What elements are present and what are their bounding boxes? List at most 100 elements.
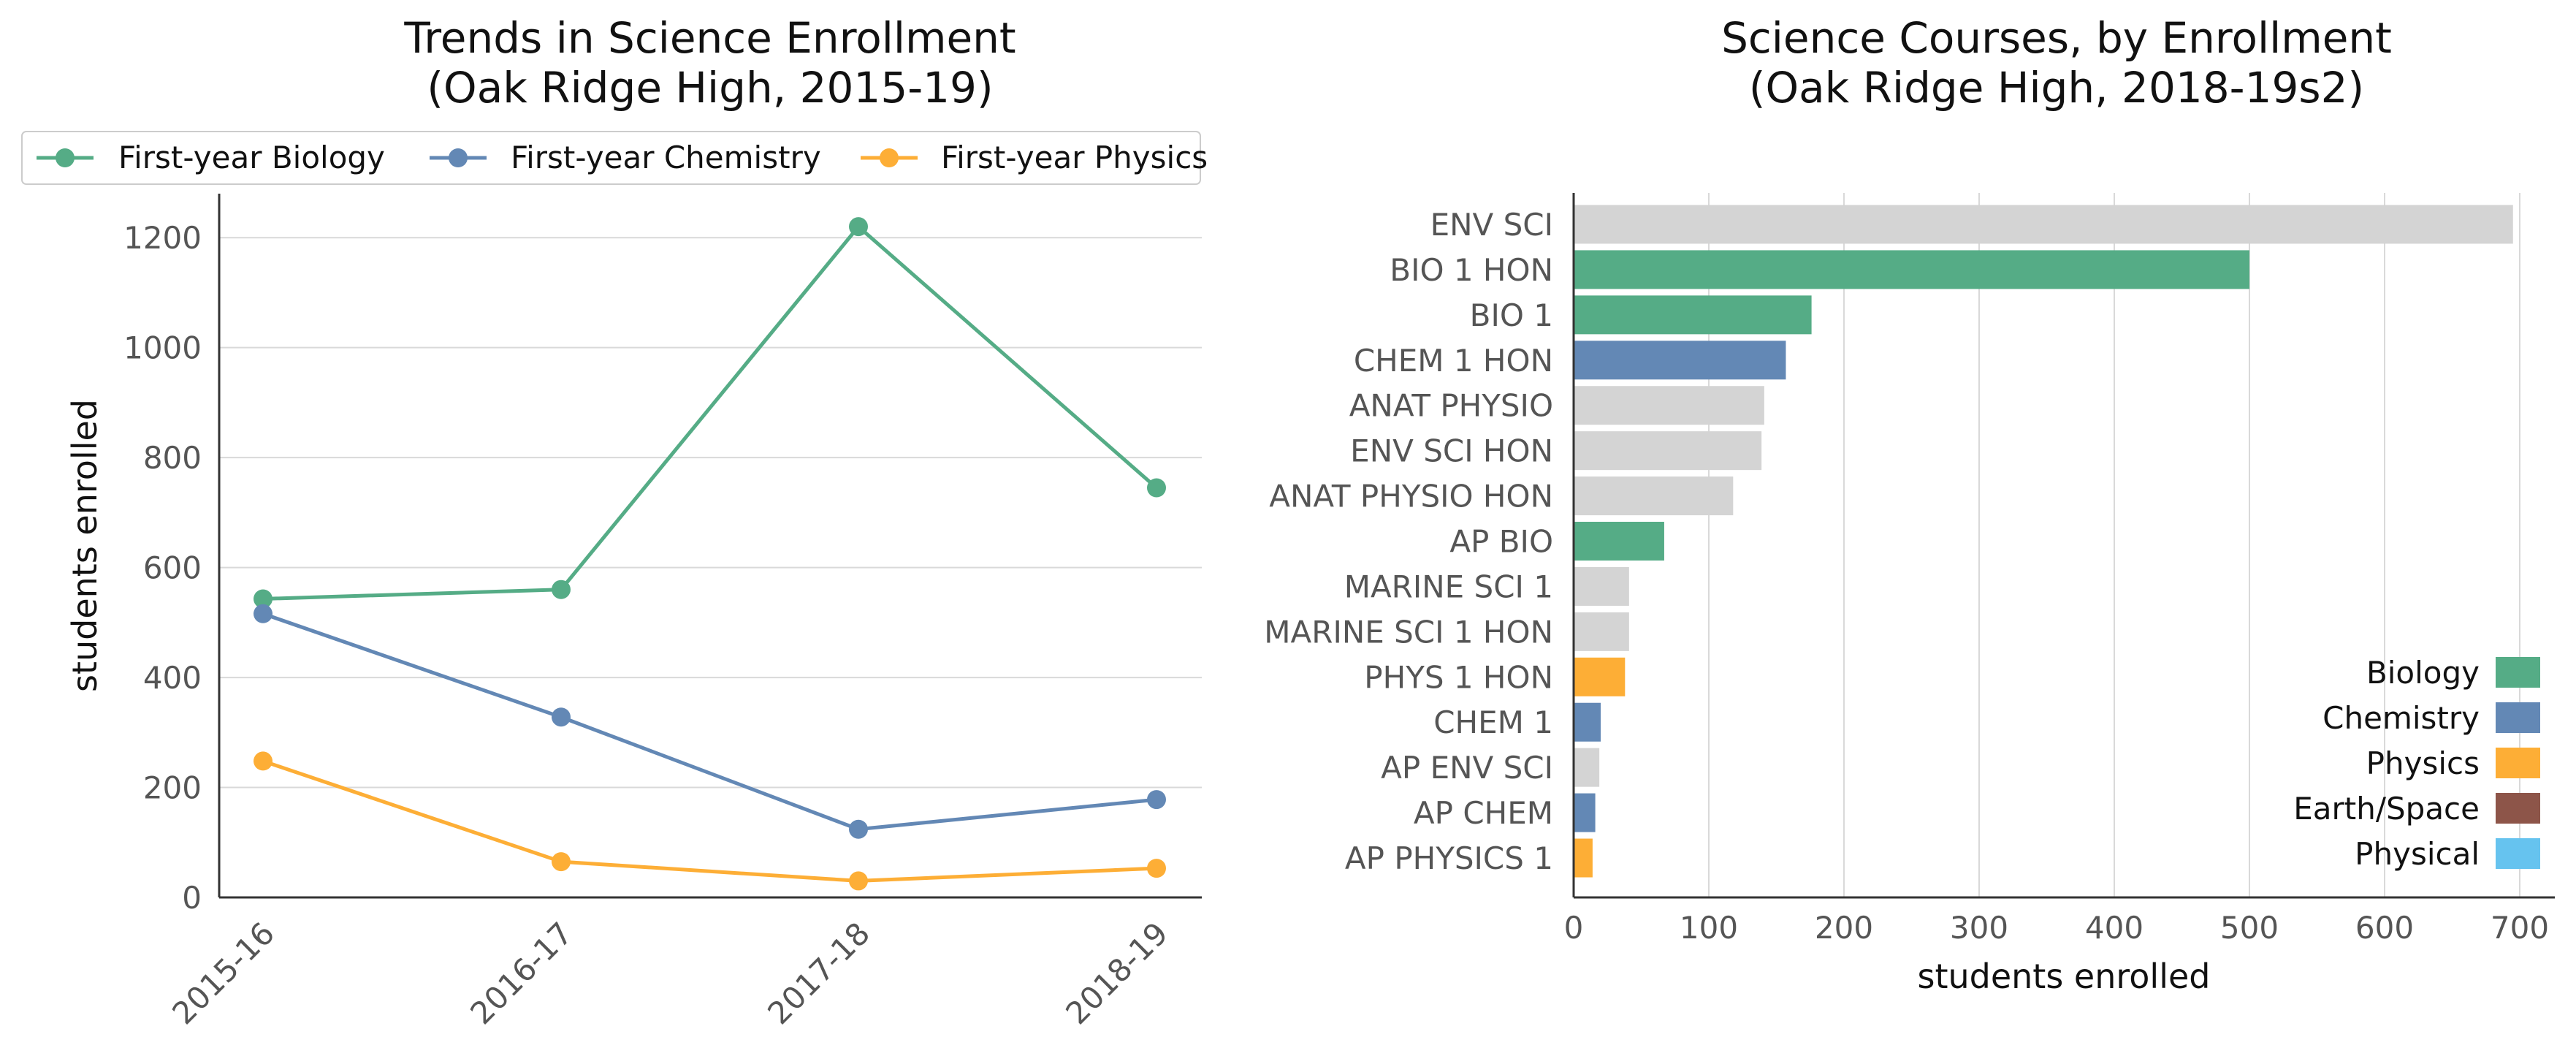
- legend-label-first-year-biology: First-year Biology: [118, 140, 385, 175]
- legend-marker-first-year-biology: [56, 148, 75, 167]
- bar-chart-x-ticks: 0 100 200 300 400 500 600 700: [1564, 910, 2549, 946]
- bar-ap-chem: [1574, 793, 1596, 832]
- legend-marker-first-year-chemistry: [449, 148, 468, 167]
- bar-anat-physio: [1574, 386, 1764, 425]
- bar-bio-1-hon: [1574, 250, 2249, 289]
- category-label-marine-sci-1: MARINE SCI 1: [1344, 569, 1553, 604]
- legend-swatch-chemistry: [2496, 702, 2540, 733]
- category-label-phys-1-hon: PHYS 1 HON: [1364, 659, 1553, 695]
- x-tick-600: 600: [2355, 910, 2414, 946]
- point-first-year-biology-2017-18: [849, 217, 868, 237]
- bar-ap-physics-1: [1574, 838, 1593, 878]
- bar-chart-gridlines: [1708, 193, 2520, 897]
- point-first-year-chemistry-2018-19: [1147, 790, 1166, 810]
- category-label-chem-1-hon: CHEM 1 HON: [1354, 343, 1553, 379]
- x-tick-500: 500: [2220, 910, 2279, 946]
- x-tick-200: 200: [1815, 910, 1873, 946]
- bar-bio-1: [1574, 295, 1812, 335]
- line-chart-legend: First-year Biology First-year Chemistry Fi…: [21, 131, 1208, 185]
- y-tick-400: 400: [143, 660, 202, 696]
- point-first-year-chemistry-2016-17: [552, 707, 571, 727]
- line-chart-axes: [218, 194, 1202, 899]
- y-tick-1000: 1000: [123, 330, 202, 366]
- bar-ap-bio: [1574, 522, 1664, 561]
- bar-phys-1-hon: [1574, 657, 1626, 696]
- y-tick-1200: 1200: [123, 220, 202, 256]
- category-label-anat-physio-hon: ANAT PHYSIO HON: [1269, 479, 1553, 514]
- point-first-year-physics-2016-17: [552, 852, 571, 872]
- x-tick-2015-16: 2015-16: [165, 915, 281, 1031]
- bar-chart: Science Courses, by Enrollment (Oak Ridg…: [1264, 13, 2555, 996]
- category-label-ap-env-sci: AP ENV SCI: [1381, 750, 1553, 786]
- legend-label-biology: Biology: [2366, 655, 2480, 691]
- y-tick-0: 0: [182, 880, 202, 916]
- bar-chart-title-line2: (Oak Ridge High, 2018-19s2): [1749, 63, 2364, 113]
- category-label-marine-sci-1-hon: MARINE SCI 1 HON: [1264, 614, 1553, 650]
- x-tick-2018-19: 2018-19: [1059, 915, 1175, 1031]
- bar-marine-sci-1: [1574, 566, 1629, 606]
- x-tick-300: 300: [1950, 910, 2008, 946]
- x-tick-700: 700: [2491, 910, 2549, 946]
- bar-chart-legend: Biology Chemistry Physics Earth/Space Physic…: [2293, 655, 2540, 872]
- category-label-ap-chem: AP CHEM: [1414, 795, 1553, 831]
- legend-label-physical: Physical: [2355, 836, 2480, 872]
- y-tick-600: 600: [143, 550, 202, 586]
- point-first-year-physics-2017-18: [849, 871, 868, 891]
- line-chart-series: [254, 217, 1166, 891]
- series-line-first-year-physics: [262, 759, 1157, 883]
- category-label-anat-physio: ANAT PHYSIO: [1349, 388, 1553, 424]
- point-first-year-biology-2018-19: [1147, 478, 1166, 498]
- x-tick-100: 100: [1680, 910, 1738, 946]
- point-first-year-biology-2015-16: [254, 589, 273, 609]
- legend-swatch-physical: [2496, 838, 2540, 869]
- x-tick-0: 0: [1564, 910, 1584, 946]
- bar-chart-category-labels: ENV SCI BIO 1 HON BIO 1 CHEM 1 HON ANAT PHYS…: [1264, 207, 1553, 876]
- y-tick-800: 800: [143, 440, 202, 476]
- bar-env-sci: [1574, 205, 2513, 244]
- bar-chart-title-line1: Science Courses, by Enrollment: [1721, 13, 2392, 63]
- bar-chart-axes: [1572, 193, 2555, 899]
- point-first-year-physics-2018-19: [1147, 859, 1166, 878]
- category-label-bio-1-hon: BIO 1 HON: [1390, 252, 1553, 288]
- bar-ap-env-sci: [1574, 748, 1600, 787]
- x-tick-400: 400: [2085, 910, 2144, 946]
- line-chart-y-ticks: 0 200 400 600 800 1000 1200: [123, 220, 202, 916]
- category-label-env-sci: ENV SCI: [1430, 207, 1553, 243]
- category-label-env-sci-hon: ENV SCI HON: [1350, 433, 1553, 469]
- legend-swatch-earth-space: [2496, 793, 2540, 824]
- category-label-chem-1: CHEM 1: [1433, 704, 1553, 740]
- point-first-year-chemistry-2017-18: [849, 819, 868, 839]
- legend-marker-first-year-physics: [880, 148, 899, 167]
- legend-label-first-year-chemistry: First-year Chemistry: [511, 140, 821, 175]
- bar-chart-x-axis-label: students enrolled: [1918, 957, 2211, 996]
- line-chart-gridlines: [219, 237, 1202, 789]
- point-first-year-biology-2016-17: [552, 580, 571, 599]
- category-label-bio-1: BIO 1: [1470, 297, 1553, 333]
- series-line-first-year-chemistry: [262, 612, 1157, 832]
- legend-label-chemistry: Chemistry: [2322, 700, 2480, 736]
- legend-label-first-year-physics: First-year Physics: [941, 140, 1208, 175]
- bar-env-sci-hon: [1574, 431, 1762, 471]
- legend-frame: [21, 131, 1201, 185]
- legend-label-physics: Physics: [2366, 745, 2480, 781]
- line-chart: Trends in Science Enrollment (Oak Ridge …: [21, 13, 1208, 1031]
- line-chart-x-ticks: 2015-16 2016-17 2017-18 2018-19: [165, 915, 1175, 1031]
- x-tick-2016-17: 2016-17: [463, 915, 579, 1031]
- legend-swatch-biology: [2496, 657, 2540, 688]
- legend-label-earth-space: Earth/Space: [2293, 791, 2480, 827]
- series-line-first-year-biology: [262, 224, 1158, 601]
- point-first-year-physics-2015-16: [254, 751, 273, 771]
- bar-marine-sci-1-hon: [1574, 612, 1629, 651]
- x-tick-2017-18: 2017-18: [761, 915, 877, 1031]
- legend-swatch-physics: [2496, 748, 2540, 778]
- category-label-ap-physics-1: AP PHYSICS 1: [1345, 840, 1553, 876]
- line-chart-title-line1: Trends in Science Enrollment: [403, 13, 1015, 63]
- bar-chem-1: [1574, 702, 1601, 742]
- bar-chem-1-hon: [1574, 341, 1786, 380]
- bar-chart-bars: [1574, 205, 2513, 878]
- category-label-ap-bio: AP BIO: [1449, 524, 1553, 560]
- bar-anat-physio-hon: [1574, 476, 1734, 516]
- line-chart-title-line2: (Oak Ridge High, 2015-19): [427, 63, 993, 113]
- point-first-year-chemistry-2015-16: [254, 604, 273, 623]
